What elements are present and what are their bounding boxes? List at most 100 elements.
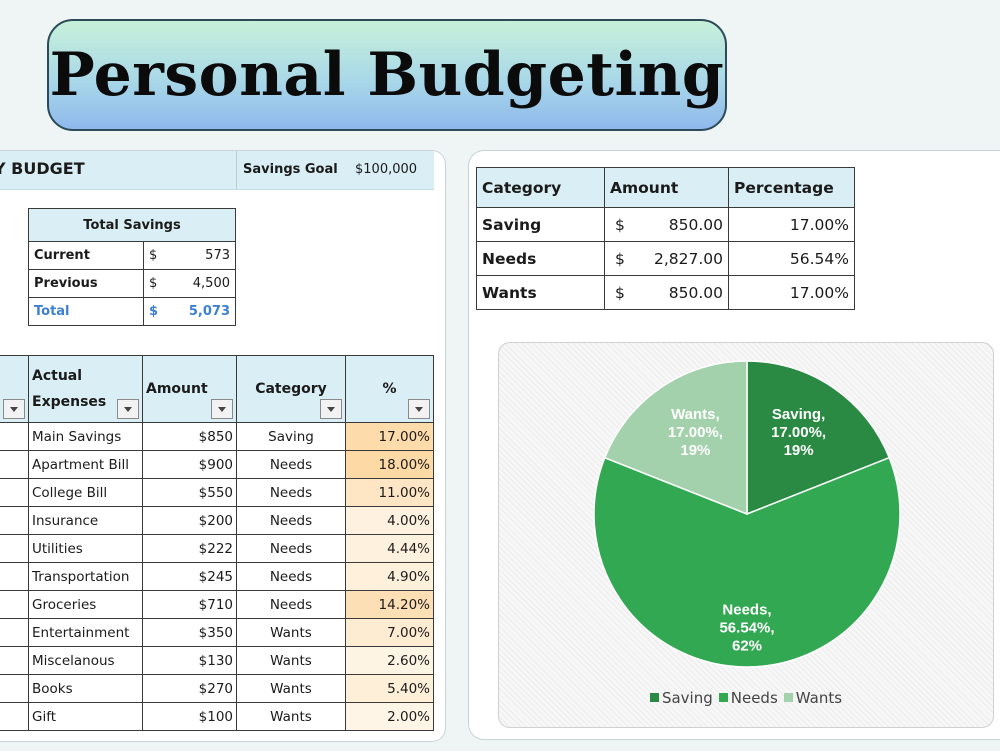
expense-category[interactable]: Wants: [236, 618, 346, 647]
expense-percent[interactable]: 4.90%: [345, 562, 434, 591]
currency-symbol: $: [143, 241, 164, 270]
legend-label: Needs: [730, 689, 778, 707]
pie-slice-saving[interactable]: [746, 360, 891, 516]
expense-amount[interactable]: $350: [142, 618, 237, 647]
expense-name[interactable]: Miscelanous: [28, 646, 143, 675]
expense-percent[interactable]: 4.44%: [345, 534, 434, 563]
pie-slice-needs[interactable]: [593, 456, 901, 668]
pie-data-label: Wants, 17.00%, 19%: [668, 406, 723, 459]
expense-category[interactable]: Wants: [236, 702, 346, 731]
expense-amount[interactable]: $710: [142, 590, 237, 619]
summary-amount[interactable]: 2,827.00: [638, 241, 729, 276]
summary-percentage[interactable]: 17.00%: [728, 275, 855, 310]
legend-item-saving[interactable]: Saving: [649, 689, 713, 707]
expense-name[interactable]: Entertainment: [28, 618, 143, 647]
expense-percent[interactable]: 11.00%: [345, 478, 434, 507]
filter-dropdown-button[interactable]: [320, 399, 342, 419]
expense-row: Transportation $245 Needs 4.90%: [0, 562, 434, 591]
savings-row-previous: Previous $ 4,500: [28, 269, 236, 298]
expense-category[interactable]: Needs: [236, 506, 346, 535]
expense-row: Miscelanous $130 Wants 2.60%: [0, 646, 434, 675]
summary-amount[interactable]: 850.00: [638, 275, 729, 310]
expense-amount[interactable]: $130: [142, 646, 237, 675]
legend-label: Wants: [795, 689, 843, 707]
expense-name[interactable]: Transportation: [28, 562, 143, 591]
expense-category[interactable]: Needs: [236, 562, 346, 591]
filter-dropdown-button[interactable]: [408, 399, 430, 419]
chart-legend: Saving Needs Wants: [499, 689, 993, 707]
expense-percent[interactable]: 2.60%: [345, 646, 434, 675]
legend-item-wants[interactable]: Wants: [783, 689, 843, 707]
expense-percent[interactable]: 7.00%: [345, 618, 434, 647]
summary-row: Saving $ 850.00 17.00%: [476, 207, 855, 242]
expense-category[interactable]: Needs: [236, 534, 346, 563]
expense-amount[interactable]: $222: [142, 534, 237, 563]
expense-row: Utilities $222 Needs 4.44%: [0, 534, 434, 563]
row-gutter-cell: [0, 422, 29, 451]
expense-row: Entertainment $350 Wants 7.00%: [0, 618, 434, 647]
expense-amount[interactable]: $100: [142, 702, 237, 731]
savings-goal-value[interactable]: $100,000: [355, 162, 418, 177]
expense-category[interactable]: Wants: [236, 646, 346, 675]
filter-dropdown-button[interactable]: [117, 399, 139, 419]
expense-category[interactable]: Needs: [236, 590, 346, 619]
summary-percentage[interactable]: 17.00%: [728, 207, 855, 242]
savings-value[interactable]: 573: [164, 241, 236, 270]
expense-percent[interactable]: 14.20%: [345, 590, 434, 619]
filter-dropdown-button[interactable]: [3, 399, 25, 419]
summary-percentage[interactable]: 56.54%: [728, 241, 855, 276]
legend-item-needs[interactable]: Needs: [718, 689, 778, 707]
expense-amount[interactable]: $200: [142, 506, 237, 535]
header-label: Amount: [146, 381, 208, 397]
savings-goal-label: Savings Goal: [243, 162, 338, 177]
expense-percent[interactable]: 17.00%: [345, 422, 434, 451]
expense-name[interactable]: Gift: [28, 702, 143, 731]
savings-label: Current: [28, 241, 144, 270]
expense-row: Gift $100 Wants 2.00%: [0, 702, 434, 731]
budget-header-bar: Y BUDGET Savings Goal $100,000: [0, 151, 434, 190]
savings-value[interactable]: 5,073: [164, 297, 236, 326]
currency-symbol: $: [143, 269, 164, 298]
summary-amount[interactable]: 850.00: [638, 207, 729, 242]
expense-category[interactable]: Saving: [236, 422, 346, 451]
expense-row: Main Savings $850 Saving 17.00%: [0, 422, 434, 451]
expense-amount[interactable]: $270: [142, 674, 237, 703]
pie-chart-container[interactable]: Saving, 17.00%, 19% Needs, 56.54%, 62% Wants, 1…: [498, 342, 994, 728]
expense-percent[interactable]: 5.40%: [345, 674, 434, 703]
row-gutter-cell: [0, 702, 29, 731]
expenses-table: Actual Expenses Amount Category % Main S…: [0, 355, 434, 731]
expense-name[interactable]: College Bill: [28, 478, 143, 507]
expense-name[interactable]: Books: [28, 674, 143, 703]
expense-name[interactable]: Apartment Bill: [28, 450, 143, 479]
expense-row: College Bill $550 Needs 11.00%: [0, 478, 434, 507]
expense-row: Insurance $200 Needs 4.00%: [0, 506, 434, 535]
expense-name[interactable]: Utilities: [28, 534, 143, 563]
header-amount: Amount: [142, 355, 237, 423]
header-percentage: Percentage: [728, 167, 855, 208]
legend-swatch: [649, 693, 659, 702]
savings-value[interactable]: 4,500: [164, 269, 236, 298]
expense-name[interactable]: Groceries: [28, 590, 143, 619]
expense-percent[interactable]: 18.00%: [345, 450, 434, 479]
pie-data-label: Needs, 56.54%, 62%: [719, 601, 774, 654]
header-label: %: [382, 381, 397, 397]
pie-slice-wants[interactable]: [603, 360, 748, 516]
expense-category[interactable]: Wants: [236, 674, 346, 703]
filter-dropdown-button[interactable]: [211, 399, 233, 419]
row-gutter-cell: [0, 646, 29, 675]
expense-percent[interactable]: 4.00%: [345, 506, 434, 535]
summary-category: Needs: [476, 241, 605, 276]
expense-category[interactable]: Needs: [236, 450, 346, 479]
expense-amount[interactable]: $550: [142, 478, 237, 507]
currency-symbol: $: [143, 297, 164, 326]
category-summary-table: Category Amount Percentage Saving $ 850.…: [476, 167, 855, 310]
total-savings-header: Total Savings: [28, 208, 236, 242]
expense-name[interactable]: Main Savings: [28, 422, 143, 451]
expense-amount[interactable]: $245: [142, 562, 237, 591]
expense-name[interactable]: Insurance: [28, 506, 143, 535]
total-savings-table: Total Savings Current $ 573 Previous $ 4…: [28, 208, 236, 326]
expense-percent[interactable]: 2.00%: [345, 702, 434, 731]
expense-category[interactable]: Needs: [236, 478, 346, 507]
expense-amount[interactable]: $850: [142, 422, 237, 451]
expense-amount[interactable]: $900: [142, 450, 237, 479]
